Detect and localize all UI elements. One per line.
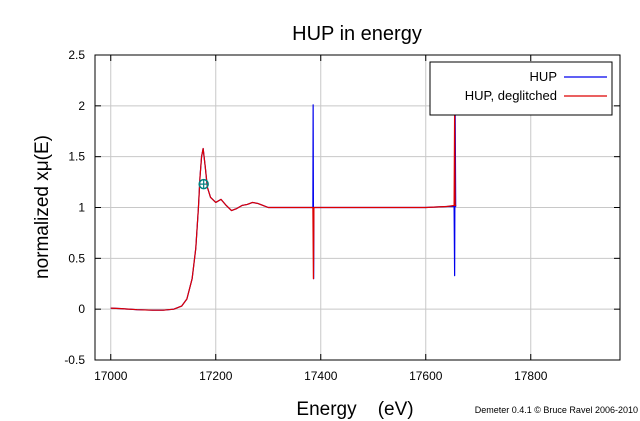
chart-title: HUP in energy: [292, 23, 422, 45]
x-tick-label: 17200: [199, 369, 233, 383]
x-axis-label: Energy (eV): [296, 399, 413, 420]
legend-box: [429, 61, 613, 116]
plot-area: -0.5 0 0.5 1 1.5 2 2.5 17000 17200 17400 17600 1780…: [64, 48, 621, 383]
legend-label: HUP: [530, 69, 557, 84]
y-tick-label: 1: [78, 201, 85, 215]
x-tick-label: 17400: [304, 369, 338, 383]
series-line-hup-deglitched: [110, 107, 457, 311]
y-tick-label: 1.5: [68, 150, 85, 164]
credit-text: Demeter 0.4.1 © Bruce Ravel 2006-2010: [475, 405, 638, 415]
x-tick-label: 17600: [409, 369, 443, 383]
y-axis-label: normalized xμ(E): [32, 135, 53, 279]
x-tick-label: 17800: [514, 369, 548, 383]
y-tick-label: 2.5: [68, 48, 85, 62]
x-tick-label: 17000: [94, 369, 128, 383]
y-tick-label: 0.5: [68, 251, 85, 265]
legend-label: HUP, deglitched: [465, 88, 557, 103]
y-tick-label: 2: [78, 99, 85, 113]
y-tick-label: -0.5: [64, 353, 85, 367]
y-tick-label: 0: [78, 302, 85, 316]
